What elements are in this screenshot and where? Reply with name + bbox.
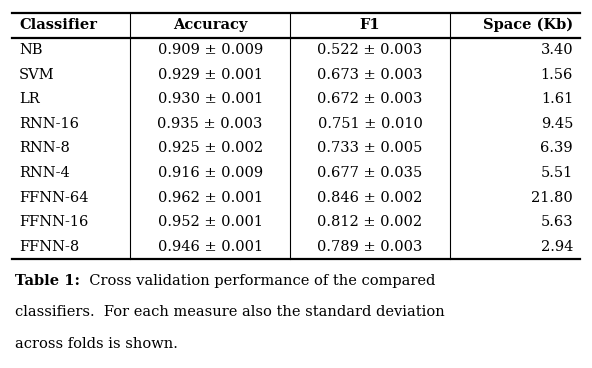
Text: Space (Kb): Space (Kb) bbox=[483, 18, 573, 32]
Text: 0.930 ± 0.001: 0.930 ± 0.001 bbox=[157, 92, 263, 106]
Text: F1: F1 bbox=[360, 18, 380, 32]
Text: 0.935 ± 0.003: 0.935 ± 0.003 bbox=[157, 117, 263, 131]
Text: Accuracy: Accuracy bbox=[173, 18, 247, 32]
Text: 0.673 ± 0.003: 0.673 ± 0.003 bbox=[317, 67, 423, 82]
Text: Cross validation performance of the compared: Cross validation performance of the comp… bbox=[80, 274, 435, 288]
Text: 0.946 ± 0.001: 0.946 ± 0.001 bbox=[157, 240, 263, 254]
Text: 0.733 ± 0.005: 0.733 ± 0.005 bbox=[317, 141, 423, 156]
Text: 3.40: 3.40 bbox=[540, 43, 573, 57]
Text: across folds is shown.: across folds is shown. bbox=[15, 337, 178, 351]
Text: LR: LR bbox=[19, 92, 40, 106]
Text: SVM: SVM bbox=[19, 67, 54, 82]
Text: FFNN-8: FFNN-8 bbox=[19, 240, 79, 254]
Text: RNN-4: RNN-4 bbox=[19, 166, 70, 180]
Text: 21.80: 21.80 bbox=[531, 191, 573, 205]
Text: 0.751 ± 0.010: 0.751 ± 0.010 bbox=[317, 117, 423, 131]
Text: 6.39: 6.39 bbox=[540, 141, 573, 156]
Text: FFNN-64: FFNN-64 bbox=[19, 191, 88, 205]
Text: 0.929 ± 0.001: 0.929 ± 0.001 bbox=[157, 67, 263, 82]
Text: 0.925 ± 0.002: 0.925 ± 0.002 bbox=[157, 141, 263, 156]
Text: 1.56: 1.56 bbox=[540, 67, 573, 82]
Text: 0.952 ± 0.001: 0.952 ± 0.001 bbox=[157, 215, 263, 230]
Text: 0.846 ± 0.002: 0.846 ± 0.002 bbox=[317, 191, 423, 205]
Text: 0.812 ± 0.002: 0.812 ± 0.002 bbox=[317, 215, 423, 230]
Text: NB: NB bbox=[19, 43, 43, 57]
Text: 0.962 ± 0.001: 0.962 ± 0.001 bbox=[157, 191, 263, 205]
Text: 0.909 ± 0.009: 0.909 ± 0.009 bbox=[157, 43, 263, 57]
Text: 0.677 ± 0.035: 0.677 ± 0.035 bbox=[317, 166, 423, 180]
Text: Table 1:: Table 1: bbox=[15, 274, 80, 288]
Text: classifiers.  For each measure also the standard deviation: classifiers. For each measure also the s… bbox=[15, 305, 445, 319]
Text: 2.94: 2.94 bbox=[540, 240, 573, 254]
Text: FFNN-16: FFNN-16 bbox=[19, 215, 88, 230]
Text: 0.789 ± 0.003: 0.789 ± 0.003 bbox=[317, 240, 423, 254]
Text: RNN-16: RNN-16 bbox=[19, 117, 79, 131]
Text: 5.63: 5.63 bbox=[540, 215, 573, 230]
Text: RNN-8: RNN-8 bbox=[19, 141, 70, 156]
Text: 0.672 ± 0.003: 0.672 ± 0.003 bbox=[317, 92, 423, 106]
Text: 5.51: 5.51 bbox=[541, 166, 573, 180]
Text: 0.916 ± 0.009: 0.916 ± 0.009 bbox=[157, 166, 263, 180]
Text: 0.522 ± 0.003: 0.522 ± 0.003 bbox=[317, 43, 423, 57]
Text: Classifier: Classifier bbox=[19, 18, 97, 32]
Text: 9.45: 9.45 bbox=[540, 117, 573, 131]
Text: 1.61: 1.61 bbox=[541, 92, 573, 106]
